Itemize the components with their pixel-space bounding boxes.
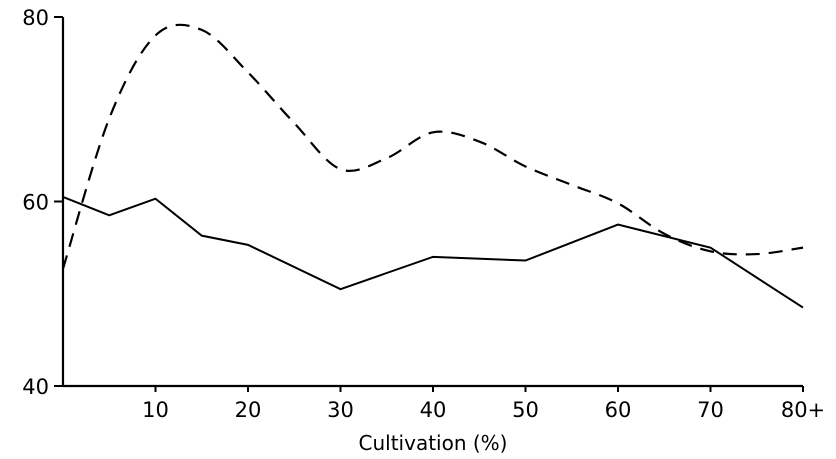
x-tick-label: 50: [512, 398, 539, 422]
x-tick-label: 20: [235, 398, 262, 422]
y-tick-label: 60: [22, 191, 49, 215]
y-tick-label: 40: [22, 375, 49, 399]
x-axis-title: Cultivation (%): [359, 431, 508, 455]
series-line-dashed: [61, 23, 804, 270]
x-tick-label: 40: [420, 398, 447, 422]
x-tick-label: 70: [697, 398, 724, 422]
x-tick-label: 30: [327, 398, 354, 422]
x-tick-label: 80+: [781, 398, 825, 422]
series-group: [61, 23, 804, 309]
series-line-solid: [62, 195, 804, 309]
axes: [61, 17, 803, 388]
x-tick-label: 10: [142, 398, 169, 422]
ticks: [54, 16, 804, 392]
tick-labels: 40 60 80 10 20 30 40 50 60 70 80+: [22, 6, 825, 422]
x-tick-label: 60: [605, 398, 632, 422]
y-tick-label: 80: [22, 6, 49, 30]
